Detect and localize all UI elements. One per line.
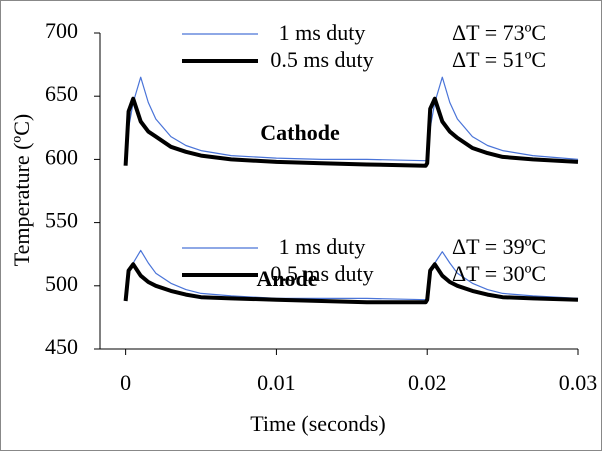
series-line [123,96,579,168]
series-line [125,76,579,162]
x-tick-label: 0 [120,370,131,395]
y-axis-label: Temperature (ºC) [9,114,34,267]
annotation: ΔT = 73ºC [452,20,546,45]
x-tick-label: 0.03 [559,370,598,395]
annotation: Anode [256,266,317,291]
legend-label: 0.5 ms duty [270,47,373,72]
y-tick-label: 700 [45,18,78,43]
x-tick-label: 0.01 [257,370,296,395]
legend-label: 0.5 ms duty [270,261,373,286]
series-line [123,262,579,305]
annotation: ΔT = 30ºC [452,261,546,286]
y-tick-label: 650 [45,81,78,106]
y-tick-label: 450 [45,334,78,359]
legend-label: 1 ms duty [279,234,366,259]
y-tick-label: 550 [45,208,78,233]
annotation: ΔT = 39ºC [452,234,546,259]
annotation: Cathode [260,120,340,145]
series-line [125,249,579,302]
y-tick-label: 600 [45,144,78,169]
x-axis-label: Time (seconds) [250,411,385,436]
legend-label: 1 ms duty [279,20,366,45]
y-tick-label: 500 [45,271,78,296]
annotation: ΔT = 51ºC [452,47,546,72]
x-tick-label: 0.02 [408,370,447,395]
